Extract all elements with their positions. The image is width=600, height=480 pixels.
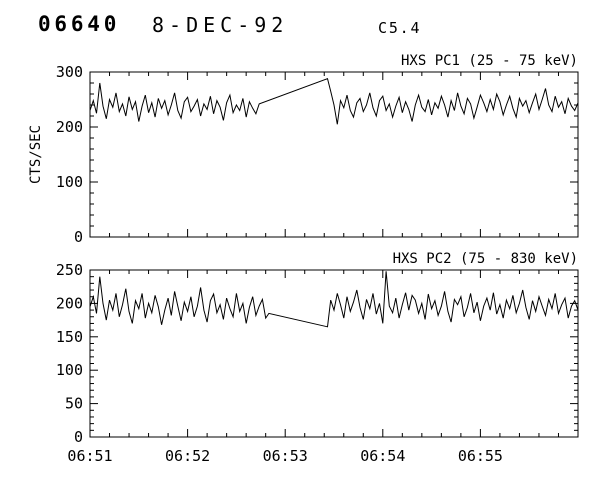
panel-title: HXS PC2 (75 - 830 keV) <box>393 251 578 267</box>
y-tick-label: 100 <box>56 361 83 379</box>
hxs-pc1-trace <box>89 77 579 125</box>
pc1-chart: 0 100 200 300 HXS PC1 (25 - 75 keV) CTS/SEC <box>28 53 579 244</box>
x-tick-label: 06:54 <box>360 447 405 465</box>
axes-frame <box>89 71 579 238</box>
y-tick-label: 0 <box>74 428 83 446</box>
x-tick-label: 06:55 <box>458 447 503 465</box>
y-tick-label: 300 <box>56 63 83 81</box>
y-tick-label: 0 <box>74 228 83 244</box>
x-tick-label: 06:51 <box>67 447 112 465</box>
y-tick-label: 200 <box>56 118 83 136</box>
y-tick-label: 250 <box>56 261 83 279</box>
y-tick-label: 100 <box>56 173 83 191</box>
hxs-pc2-trace <box>89 271 579 328</box>
y-tick-label: 200 <box>56 294 83 312</box>
axes-frame <box>89 269 579 438</box>
y-tick-label: 50 <box>65 395 83 413</box>
x-tick-label: 06:53 <box>263 447 308 465</box>
y-axis-title: CTS/SEC <box>28 125 44 184</box>
observation-date: 8-DEC-92 <box>152 13 289 37</box>
pc2-chart: 0 50 100 150 200 250 06:51 06:52 06:53 06:54 06:55… <box>56 251 579 465</box>
event-number: 06640 <box>38 12 121 36</box>
x-tick-label: 06:52 <box>165 447 210 465</box>
panel-title: HXS PC1 (25 - 75 keV) <box>401 53 578 69</box>
y-tick-label: 150 <box>56 328 83 346</box>
goes-class: C5.4 <box>378 19 422 37</box>
